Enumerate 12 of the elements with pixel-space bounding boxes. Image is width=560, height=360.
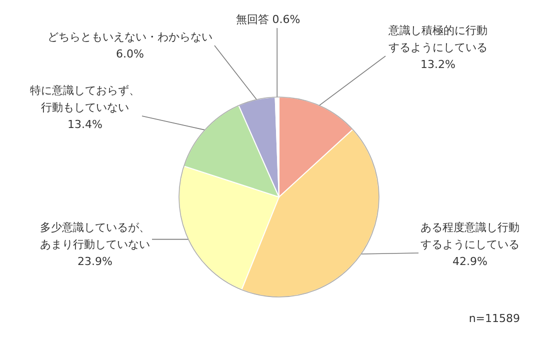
data-label: 13.2% <box>420 58 456 72</box>
slice-label: 多少意識しているが、あまり行動していない <box>40 221 150 252</box>
data-label: 6.0% <box>116 48 144 61</box>
slice-label: 特に意識しておらず、行動もしていない <box>30 84 140 114</box>
data-label: 13.4% <box>68 118 102 132</box>
data-label: 42.9% <box>452 255 488 268</box>
slice-label: ある程度意識し行動するようにしている <box>420 221 520 252</box>
text: n=11589 <box>468 312 520 325</box>
slice-label: 無回答 0.6% <box>236 13 300 26</box>
slice-label: 意識し積極的に行動するようにしている <box>388 24 488 54</box>
slice-label: どちらともいえない・わからない <box>48 30 212 44</box>
data-label: 23.9% <box>78 255 112 268</box>
